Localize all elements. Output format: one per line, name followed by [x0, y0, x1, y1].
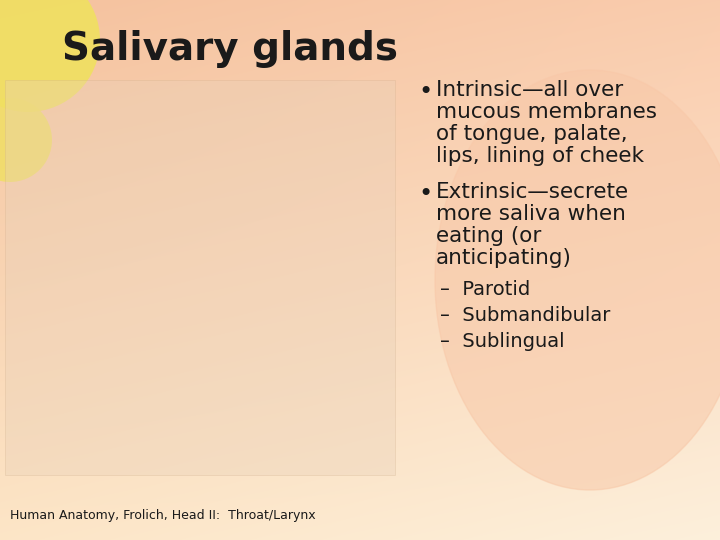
- Text: •: •: [418, 182, 432, 206]
- Text: Human Anatomy, Frolich, Head II:  Throat/Larynx: Human Anatomy, Frolich, Head II: Throat/…: [10, 509, 315, 522]
- Text: eating (or: eating (or: [436, 226, 541, 246]
- Text: –  Submandibular: – Submandibular: [440, 306, 611, 325]
- Text: Extrinsic—secrete: Extrinsic—secrete: [436, 182, 629, 202]
- Text: anticipating): anticipating): [436, 248, 572, 268]
- Circle shape: [0, 98, 52, 182]
- FancyBboxPatch shape: [5, 80, 395, 475]
- Text: more saliva when: more saliva when: [436, 204, 626, 224]
- Text: Salivary glands: Salivary glands: [62, 30, 398, 68]
- Text: lips, lining of cheek: lips, lining of cheek: [436, 146, 644, 166]
- Text: –  Sublingual: – Sublingual: [440, 332, 564, 351]
- Text: •: •: [418, 80, 432, 104]
- Text: of tongue, palate,: of tongue, palate,: [436, 124, 628, 144]
- Text: Intrinsic—all over: Intrinsic—all over: [436, 80, 624, 100]
- Circle shape: [0, 0, 100, 112]
- Text: –  Parotid: – Parotid: [440, 280, 530, 299]
- Ellipse shape: [435, 70, 720, 490]
- Text: mucous membranes: mucous membranes: [436, 102, 657, 122]
